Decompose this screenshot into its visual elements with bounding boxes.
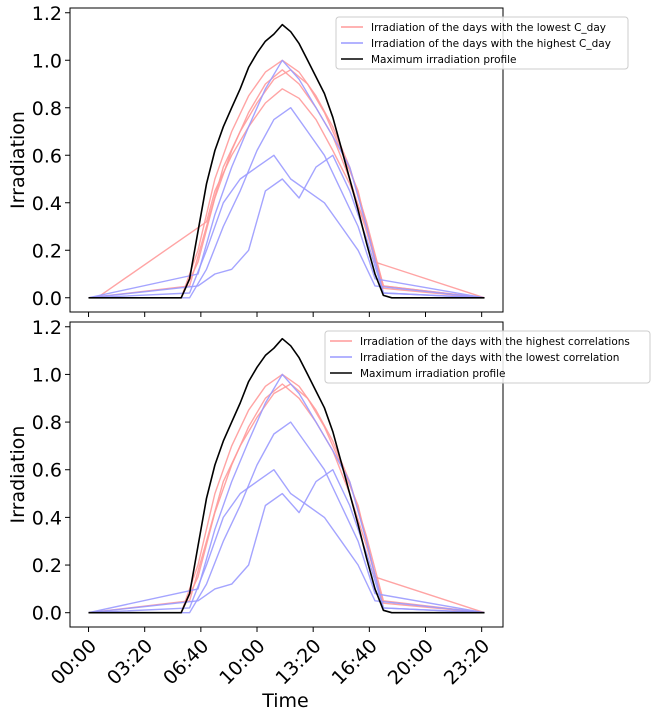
irradiation-series-line — [88, 383, 485, 614]
x-tick-label: 20:00 — [384, 635, 438, 689]
legend-label: Irradiation of the days with the highest… — [371, 38, 611, 50]
axes-frame — [69, 7, 504, 313]
y-tick-label: 0.0 — [32, 603, 62, 625]
irradiation-series-line — [88, 154, 485, 299]
chart-panel-2: 0.0 0.2 0.4 0.6 0.8 1.0 1.2 00:00 03:20 06:40 10:0… — [7, 317, 651, 712]
x-tick-label: 13:20 — [271, 635, 325, 689]
x-tick-label: 23:20 — [440, 635, 494, 689]
y-tick-label: 0.0 — [32, 288, 62, 310]
irradiation-series-line — [88, 469, 485, 614]
irradiation-series-line — [88, 469, 485, 614]
x-tick-label: 10:00 — [215, 635, 269, 689]
irradiation-series-line — [88, 154, 485, 299]
y-tick-label: 0.6 — [32, 460, 62, 482]
irradiation-series-line — [88, 106, 485, 299]
y-tick-label: 0.4 — [32, 507, 62, 529]
legend-label: Irradiation of the days with the highest… — [360, 336, 630, 348]
irradiation-series-line — [88, 383, 485, 614]
irradiation-series-line — [88, 373, 485, 614]
y-tick-label: 0.2 — [32, 240, 62, 262]
y-tick-label: 0.6 — [32, 145, 62, 167]
x-axis-label: Time — [261, 690, 309, 712]
y-tick-label: 0.8 — [32, 412, 62, 434]
x-tick-label: 06:40 — [159, 635, 213, 689]
x-tick-label: 00:00 — [47, 635, 101, 689]
axes-frame — [69, 321, 504, 628]
legend: Irradiation of the days with the highest… — [324, 330, 651, 384]
y-tick-label: 1.0 — [32, 50, 62, 72]
max-profile-line — [88, 23, 485, 299]
legend-label: Maximum irradiation profile — [371, 54, 517, 66]
y-tick-label: 1.2 — [32, 317, 62, 339]
x-tick-label: 03:20 — [103, 635, 157, 689]
legend-frame — [335, 16, 629, 70]
max-profile-line — [88, 337, 485, 614]
irradiation-series-line — [88, 69, 485, 299]
irradiation-series-line — [96, 88, 485, 299]
y-tick-label: 0.2 — [32, 555, 62, 577]
legend-label: Maximum irradiation profile — [360, 368, 506, 380]
y-axis-label: Irradiation — [7, 426, 29, 524]
x-tick-label: 16:40 — [328, 635, 382, 689]
y-tick-label: 1.2 — [32, 3, 62, 25]
series-group — [88, 23, 485, 299]
irradiation-series-line — [88, 373, 485, 614]
legend: Irradiation of the days with the lowest … — [335, 16, 629, 70]
irradiation-series-line — [88, 59, 485, 299]
y-axis-label: Irradiation — [7, 111, 29, 209]
legend-label: Irradiation of the days with the lowest … — [360, 352, 619, 364]
irradiation-series-line — [88, 421, 485, 614]
series-group — [88, 337, 485, 614]
chart-panel-1: 0.0 0.2 0.4 0.6 0.8 1.0 1.2 Irradiation Irradiat… — [7, 3, 629, 317]
y-tick-label: 1.0 — [32, 364, 62, 386]
legend-frame — [324, 330, 651, 384]
legend-label: Irradiation of the days with the lowest … — [371, 22, 606, 34]
y-tick-label: 0.4 — [32, 193, 62, 215]
y-tick-label: 0.8 — [32, 98, 62, 120]
